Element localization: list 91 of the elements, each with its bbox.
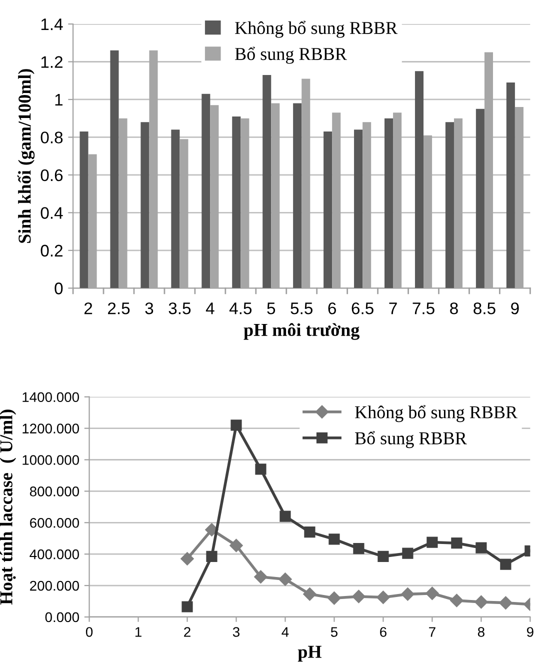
x-tick-label: 2.5	[108, 302, 130, 314]
bar	[445, 122, 454, 288]
y-tick-label: 1000.000	[22, 455, 80, 465]
x-tick-label: 9	[526, 627, 534, 637]
y-tick-label: 0	[54, 282, 63, 294]
x-tick-label: 0	[86, 627, 93, 637]
y-tick-label: 0.8	[40, 132, 63, 144]
y-tick-label: 200.000	[30, 580, 80, 591]
point	[499, 596, 512, 610]
x-tick-label: 7	[389, 302, 397, 314]
point	[206, 550, 218, 562]
x-tick-label: 6	[328, 302, 336, 314]
bar	[293, 103, 302, 288]
x-tick-label: 5	[330, 627, 338, 637]
x-tick-label: 7	[429, 627, 436, 637]
y-tick-label: 1400.000	[22, 392, 80, 402]
bar	[202, 94, 210, 288]
x-tick-label: 2	[184, 627, 190, 637]
y-tick-label: 1	[55, 94, 62, 106]
x-tick-label: 2	[84, 302, 92, 314]
x-axis-title: pH	[298, 646, 322, 662]
point	[352, 590, 366, 604]
point	[182, 601, 193, 612]
bar	[232, 116, 241, 288]
point	[376, 590, 390, 604]
point	[304, 526, 316, 538]
point	[378, 550, 389, 562]
x-tick-label: 3	[145, 302, 154, 314]
legend-label: Không bổ sung RBBR	[235, 20, 398, 38]
point	[255, 464, 266, 475]
point	[328, 592, 341, 605]
y-axis-title: Hoạt tính laccase ( U/ml)	[0, 410, 16, 605]
bar	[506, 82, 515, 288]
point	[353, 543, 364, 554]
point	[180, 552, 194, 566]
x-tick-label: 6	[380, 627, 386, 637]
point	[230, 420, 242, 431]
bar	[414, 71, 424, 288]
x-tick-label: 3	[232, 627, 240, 637]
point	[278, 572, 292, 586]
point	[476, 542, 487, 554]
legend-label: Bổ sung RBBR	[235, 46, 347, 64]
y-tick-label: 1.4	[41, 18, 63, 30]
bar	[324, 132, 332, 288]
y-tick-label: 0.6	[40, 169, 63, 182]
bar	[476, 108, 484, 288]
y-tick-label: 800.000	[30, 486, 80, 496]
point	[474, 595, 488, 609]
bar	[384, 118, 394, 288]
x-tick-label: 9	[511, 302, 519, 314]
bar	[110, 50, 119, 288]
bar	[262, 74, 272, 288]
point	[230, 538, 243, 552]
x-tick-label: 8	[450, 302, 458, 314]
legend-label: Bổ sung RBBR	[355, 431, 467, 448]
point	[303, 588, 316, 601]
bar	[80, 132, 88, 288]
y-tick-label: 400.000	[30, 549, 80, 560]
point	[426, 586, 439, 600]
point	[402, 548, 414, 559]
bar	[354, 130, 363, 288]
x-tick-label: 4	[282, 627, 289, 637]
x-tick-label: 6.5	[352, 302, 374, 314]
legend-label: Không bổ sung RBBR	[355, 405, 518, 422]
x-tick-label: 5.5	[290, 302, 312, 314]
point	[451, 538, 462, 549]
bar	[140, 122, 150, 288]
x-tick-label: 8.5	[474, 302, 496, 314]
x-tick-label: 3.5	[168, 302, 191, 314]
y-axis-title: Sinh khối (gam/100ml)	[17, 69, 35, 243]
x-tick-label: 4	[206, 302, 214, 314]
point	[280, 510, 291, 522]
point	[401, 588, 414, 601]
y-tick-label: 0.4	[40, 207, 63, 219]
y-tick-label: 600.000	[30, 518, 80, 528]
bar	[171, 130, 180, 288]
point	[426, 536, 438, 548]
x-tick-label: 5	[267, 302, 276, 314]
x-tick-label: 1	[135, 627, 142, 637]
x-tick-label: 7.5	[412, 302, 434, 314]
x-tick-label: 8	[478, 627, 484, 637]
point	[254, 570, 268, 584]
x-tick-label: 4.5	[229, 302, 252, 314]
y-tick-label: 1.2	[41, 56, 62, 68]
y-tick-label: 0.2	[40, 244, 62, 257]
point	[450, 594, 464, 608]
point	[328, 534, 340, 545]
y-tick-label: 0.000	[45, 612, 80, 622]
point	[500, 558, 512, 570]
y-tick-label: 1200.000	[22, 424, 80, 434]
x-axis-title: pH môi trường	[244, 323, 360, 340]
